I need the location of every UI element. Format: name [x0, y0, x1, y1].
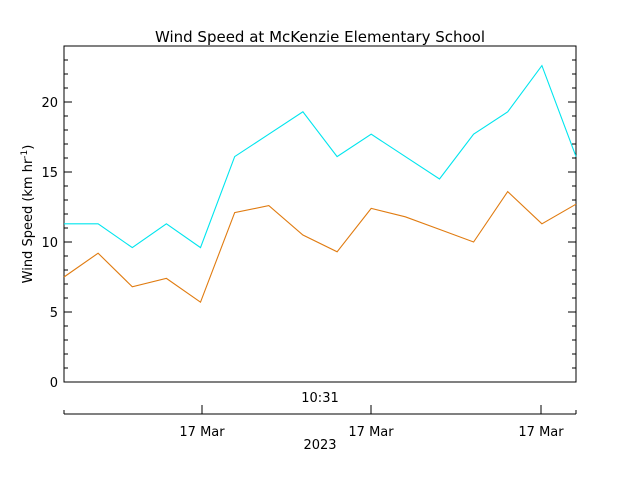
y-axis-label-main: Wind Speed (km hr [21, 158, 36, 283]
y-minor-ticks [64, 45, 576, 369]
time-label: 10:31 [301, 391, 338, 406]
series-group [63, 64, 577, 304]
series-line-1 [64, 64, 577, 249]
chart-title: Wind Speed at McKenzie Elementary School [155, 28, 485, 46]
y-tick-label: 10 [41, 236, 58, 251]
plot-frame [63, 45, 577, 383]
series-line-2 [63, 190, 577, 304]
y-tick-label: 5 [50, 306, 58, 321]
y-axis-label-superscript: -1 [20, 150, 30, 159]
y-tick-label: 20 [41, 96, 58, 111]
y-axis: 0 5 10 15 20 [41, 96, 576, 391]
x-tick-label-1: 17 Mar [179, 425, 225, 440]
y-tick-label: 0 [50, 376, 58, 391]
y-axis-label-close: ) [21, 145, 36, 150]
year-label: 2023 [303, 438, 336, 453]
date-axis-ticks [63, 405, 577, 414]
x-tick-label-2: 17 Mar [348, 425, 394, 440]
y-axis-label: Wind Speed (km hr-1) [20, 145, 36, 284]
x-tick-label-3: 17 Mar [518, 425, 564, 440]
y-tick-label: 15 [41, 166, 58, 181]
